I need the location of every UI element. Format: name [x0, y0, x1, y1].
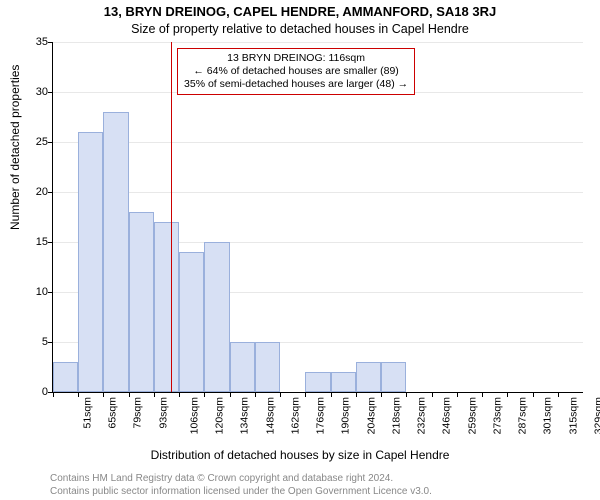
histogram-bar [230, 342, 255, 392]
x-tick-label: 204sqm [365, 397, 377, 434]
y-tick-mark [48, 192, 53, 193]
x-tick-mark [230, 392, 231, 397]
histogram-bar [129, 212, 154, 392]
x-tick-mark [432, 392, 433, 397]
x-tick-label: 162sqm [289, 397, 301, 434]
x-tick-mark [457, 392, 458, 397]
chart-container: 13, BRYN DREINOG, CAPEL HENDRE, AMMANFOR… [0, 0, 600, 500]
histogram-bar [154, 222, 179, 392]
y-tick-label: 0 [42, 386, 48, 398]
chart-title-main: 13, BRYN DREINOG, CAPEL HENDRE, AMMANFOR… [0, 4, 600, 19]
x-tick-label: 273sqm [491, 397, 503, 434]
x-tick-mark [305, 392, 306, 397]
x-tick-label: 134sqm [239, 397, 251, 434]
x-tick-mark [507, 392, 508, 397]
x-tick-label: 51sqm [82, 397, 94, 429]
y-tick-mark [48, 292, 53, 293]
x-tick-label: 148sqm [264, 397, 276, 434]
x-axis-label: Distribution of detached houses by size … [0, 448, 600, 462]
x-tick-label: 287sqm [516, 397, 528, 434]
x-tick-label: 301sqm [542, 397, 554, 434]
x-tick-mark [78, 392, 79, 397]
histogram-bar [381, 362, 406, 392]
histogram-bar [78, 132, 103, 392]
gridline [53, 192, 583, 193]
x-tick-label: 190sqm [340, 397, 352, 434]
y-tick-mark [48, 342, 53, 343]
y-tick-mark [48, 142, 53, 143]
callout-line-2: ← 64% of detached houses are smaller (89… [184, 65, 408, 78]
y-tick-mark [48, 92, 53, 93]
histogram-bar [204, 242, 229, 392]
y-tick-mark [48, 242, 53, 243]
x-tick-mark [255, 392, 256, 397]
x-tick-label: 315sqm [567, 397, 579, 434]
x-tick-mark [179, 392, 180, 397]
footer-line-1: Contains HM Land Registry data © Crown c… [50, 473, 393, 484]
y-tick-label: 35 [36, 36, 48, 48]
gridline [53, 42, 583, 43]
x-tick-label: 176sqm [315, 397, 327, 434]
x-tick-label: 79sqm [132, 397, 144, 429]
x-tick-label: 120sqm [214, 397, 226, 434]
y-tick-label: 5 [42, 336, 48, 348]
gridline [53, 142, 583, 143]
x-tick-mark [331, 392, 332, 397]
y-tick-label: 10 [36, 286, 48, 298]
x-tick-mark [280, 392, 281, 397]
x-tick-mark [129, 392, 130, 397]
y-tick-label: 20 [36, 186, 48, 198]
callout-line-3: 35% of semi-detached houses are larger (… [184, 78, 408, 91]
callout-line-1: 13 BRYN DREINOG: 116sqm [184, 52, 408, 65]
x-tick-mark [103, 392, 104, 397]
x-tick-mark [53, 392, 54, 397]
y-tick-mark [48, 42, 53, 43]
x-tick-mark [154, 392, 155, 397]
footer-line-2: Contains public sector information licen… [50, 486, 432, 497]
histogram-bar [331, 372, 356, 392]
histogram-bar [356, 362, 381, 392]
property-callout: 13 BRYN DREINOG: 116sqm← 64% of detached… [177, 48, 415, 95]
histogram-bar [305, 372, 330, 392]
x-tick-mark [204, 392, 205, 397]
y-tick-label: 15 [36, 236, 48, 248]
y-axis-label: Number of detached properties [8, 65, 22, 230]
x-tick-mark [406, 392, 407, 397]
x-tick-mark [482, 392, 483, 397]
x-tick-label: 65sqm [107, 397, 119, 429]
x-tick-mark [558, 392, 559, 397]
x-tick-label: 106sqm [188, 397, 200, 434]
x-tick-label: 232sqm [415, 397, 427, 434]
plot-inner: 13 BRYN DREINOG: 116sqm← 64% of detached… [52, 42, 583, 393]
x-tick-label: 329sqm [592, 397, 600, 434]
y-tick-label: 25 [36, 136, 48, 148]
histogram-bar [103, 112, 128, 392]
chart-title-sub: Size of property relative to detached ho… [0, 22, 600, 36]
x-tick-mark [356, 392, 357, 397]
x-tick-label: 93sqm [157, 397, 169, 429]
x-tick-mark [533, 392, 534, 397]
x-tick-label: 218sqm [390, 397, 402, 434]
x-tick-label: 259sqm [466, 397, 478, 434]
y-tick-label: 30 [36, 86, 48, 98]
histogram-bar [255, 342, 280, 392]
histogram-bar [53, 362, 78, 392]
property-marker-line [171, 42, 172, 392]
x-tick-mark [381, 392, 382, 397]
histogram-bar [179, 252, 204, 392]
plot-area: 13 BRYN DREINOG: 116sqm← 64% of detached… [52, 42, 582, 392]
x-tick-label: 246sqm [441, 397, 453, 434]
